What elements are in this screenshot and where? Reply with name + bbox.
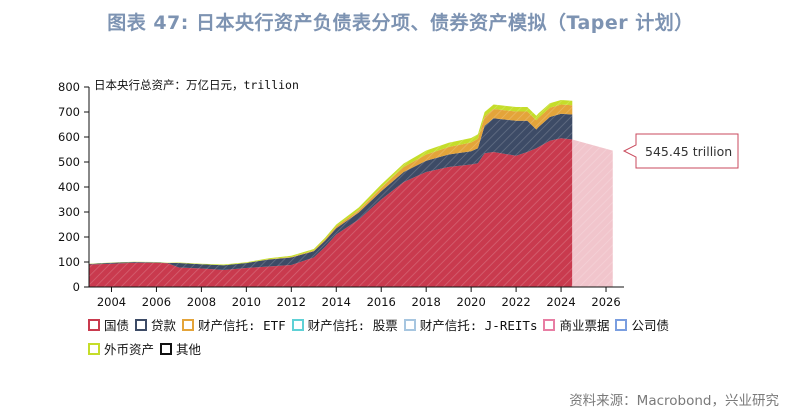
- legend-label: 公司债: [631, 318, 669, 333]
- x-tick-label: 2006: [142, 295, 171, 309]
- series-area-1-hatch: [89, 113, 573, 270]
- x-tick-label: 2014: [322, 295, 351, 309]
- series-area-3-hatch: [89, 100, 573, 266]
- legend-label: 财产信托: ETF: [198, 318, 286, 333]
- legend-item: 财产信托: 股票: [291, 314, 398, 338]
- axes: 0 100 200 300 400 500 600 700 800 2004 2006 2008 201…: [58, 80, 624, 309]
- legend-swatch-icon: [88, 343, 100, 355]
- legend-swatch-icon: [135, 319, 148, 331]
- legend-item: 财产信托: ETF: [182, 314, 286, 338]
- callout-box: [622, 133, 739, 169]
- y-tick-label: 500: [58, 155, 80, 169]
- callout-label: 545.45 trillion: [645, 144, 732, 159]
- x-tick-label: 2012: [277, 295, 306, 309]
- legend-swatch-icon: [182, 319, 195, 331]
- legend-swatch-icon: [543, 319, 556, 331]
- x-tick-label: 2008: [187, 295, 216, 309]
- source-note: 资料来源：Macrobond，兴业研究: [569, 393, 779, 409]
- y-tick-label: 200: [58, 230, 80, 244]
- legend-swatch-icon: [160, 343, 173, 355]
- y-tick-label: 100: [58, 255, 80, 269]
- y-tick-label: 800: [58, 80, 80, 94]
- legend-label: 其他: [176, 342, 202, 357]
- projection-area-hatch: [572, 139, 613, 287]
- legend-label: 财产信托: 股票: [307, 318, 398, 333]
- x-tick-label: 2010: [232, 295, 261, 309]
- x-tick-label: 2020: [457, 295, 486, 309]
- legend-swatch-icon: [88, 319, 100, 331]
- legend-item: 贷款: [135, 314, 176, 338]
- chart-title: 图表 47: 日本央行资产负债表分项、债券资产模拟（Taper 计划）: [107, 12, 694, 34]
- legend-item: 其他: [160, 338, 201, 362]
- legend-item: 商业票据: [543, 314, 609, 338]
- legend-label: 外币资产: [104, 342, 155, 357]
- legend-swatch-icon: [615, 319, 628, 331]
- projection-callout: 545.45 trillion: [622, 133, 739, 169]
- x-tick-label: 2026: [591, 295, 620, 309]
- y-tick-label: 300: [58, 205, 80, 219]
- unit-label: 日本央行总资产：万亿日元，trillion: [94, 78, 299, 92]
- x-tick-label: 2016: [367, 295, 396, 309]
- legend-item: 国债: [88, 314, 129, 338]
- series-area-2-hatch: [89, 104, 573, 266]
- legend-swatch-icon: [403, 319, 416, 331]
- series-areas: [89, 100, 613, 287]
- legend-item: 财产信托: J-REITs: [403, 314, 538, 338]
- legend: 国债 贷款 财产信托: ETF 财产信托: 股票 财产信托: J-REITs 商业票据 公司…: [88, 314, 728, 362]
- chart: 0 100 200 300 400 500 600 700 800 2004 2006 2008 201…: [58, 78, 739, 309]
- y-tick-label: 600: [58, 130, 80, 144]
- legend-item: 公司债: [615, 314, 669, 338]
- series-area-0-hatch: [89, 138, 573, 287]
- y-tick-label: 400: [58, 180, 80, 194]
- y-tick-label: 0: [73, 280, 80, 294]
- x-tick-label: 2018: [412, 295, 441, 309]
- legend-swatch-icon: [291, 319, 304, 331]
- x-tick-label: 2022: [501, 295, 530, 309]
- legend-label: 商业票据: [559, 318, 610, 333]
- legend-label: 财产信托: J-REITs: [419, 318, 538, 333]
- y-tick-label: 700: [58, 105, 80, 119]
- legend-label: 贷款: [151, 318, 177, 333]
- legend-label: 国债: [104, 318, 130, 333]
- x-tick-label: 2024: [546, 295, 575, 309]
- legend-item: 外币资产: [88, 338, 154, 362]
- x-tick-label: 2004: [97, 295, 126, 309]
